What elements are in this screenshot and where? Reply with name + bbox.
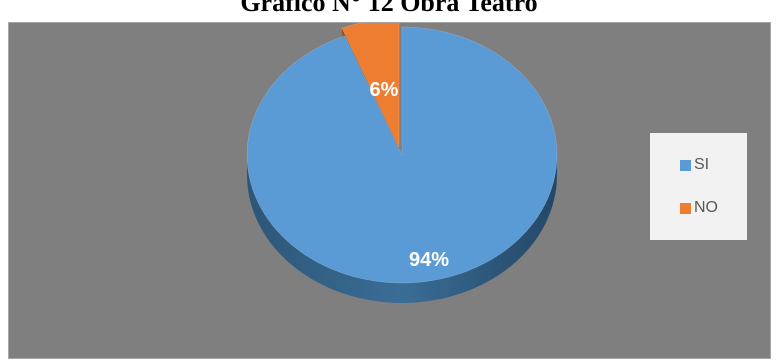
- legend-swatch-si: [680, 159, 691, 171]
- data-label-no: 6%: [370, 79, 399, 101]
- pie-chart: 94% 6%: [246, 23, 558, 303]
- legend-label-no: NO: [694, 199, 718, 216]
- pie-slice-no: [341, 23, 400, 148]
- chart-legend: SI NO: [650, 133, 747, 240]
- legend-entry-si: SI: [680, 156, 709, 174]
- pie-side-si: [247, 155, 557, 303]
- legend-swatch-no: [680, 202, 691, 214]
- chart-title: Gráfico N° 12 Obra Teatro: [240, 0, 538, 17]
- chart-plot-area: 94% 6% SI NO: [8, 22, 771, 359]
- data-label-si: 94%: [409, 249, 449, 271]
- pie-slice-si: [246, 26, 558, 284]
- legend-entry-no: NO: [680, 199, 718, 217]
- legend-label-si: SI: [694, 156, 710, 173]
